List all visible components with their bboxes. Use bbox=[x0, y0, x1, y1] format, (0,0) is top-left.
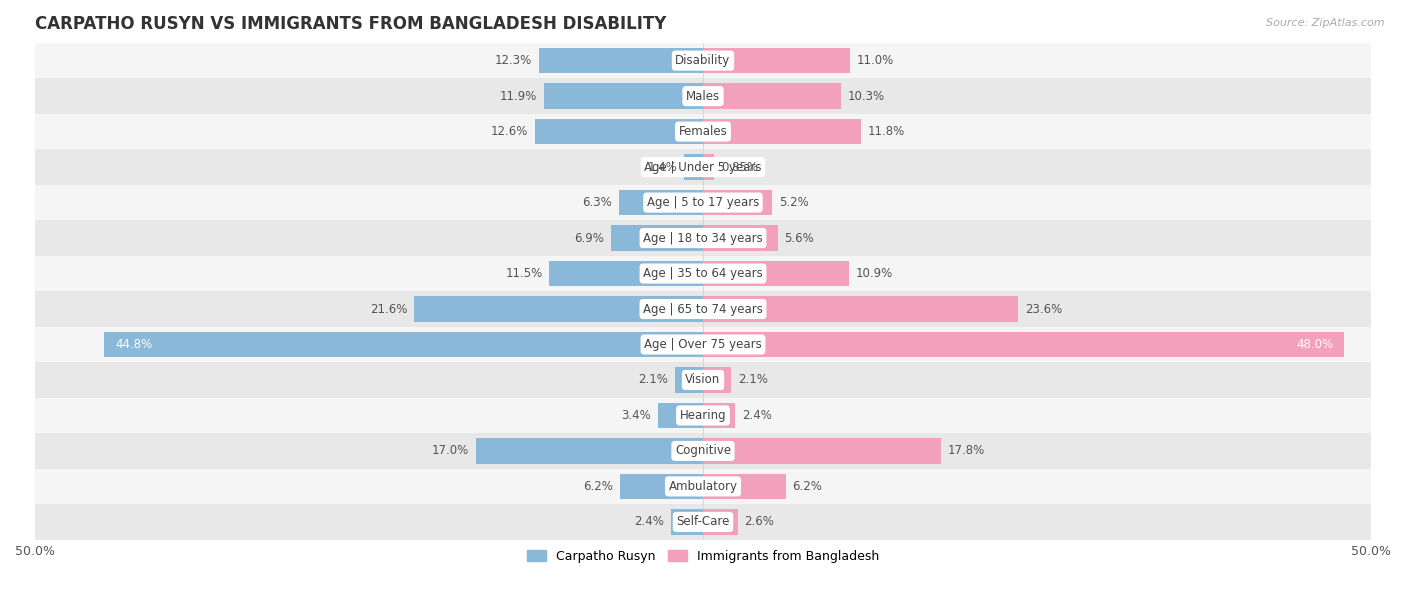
Bar bbox=[35, 398, 1371, 433]
Bar bbox=[703, 509, 738, 535]
Bar bbox=[35, 327, 1371, 362]
Bar bbox=[35, 43, 1371, 78]
Text: 11.5%: 11.5% bbox=[505, 267, 543, 280]
Bar bbox=[610, 225, 703, 251]
Bar bbox=[475, 438, 703, 464]
Text: 6.3%: 6.3% bbox=[582, 196, 612, 209]
Text: 21.6%: 21.6% bbox=[370, 302, 408, 316]
Text: 11.8%: 11.8% bbox=[868, 125, 904, 138]
Text: Females: Females bbox=[679, 125, 727, 138]
Text: 17.8%: 17.8% bbox=[948, 444, 984, 457]
Text: Age | 65 to 74 years: Age | 65 to 74 years bbox=[643, 302, 763, 316]
Bar bbox=[671, 509, 703, 535]
Text: Self-Care: Self-Care bbox=[676, 515, 730, 528]
Bar bbox=[703, 119, 860, 144]
Bar bbox=[703, 83, 841, 109]
Text: Age | 5 to 17 years: Age | 5 to 17 years bbox=[647, 196, 759, 209]
Text: 2.4%: 2.4% bbox=[634, 515, 664, 528]
Bar bbox=[534, 119, 703, 144]
Text: Vision: Vision bbox=[685, 373, 721, 387]
Text: Source: ZipAtlas.com: Source: ZipAtlas.com bbox=[1267, 18, 1385, 28]
Bar bbox=[703, 225, 778, 251]
Text: 6.9%: 6.9% bbox=[574, 231, 605, 245]
Bar bbox=[35, 362, 1371, 398]
Text: Age | Over 75 years: Age | Over 75 years bbox=[644, 338, 762, 351]
Text: Hearing: Hearing bbox=[679, 409, 727, 422]
Text: 6.2%: 6.2% bbox=[583, 480, 613, 493]
Bar bbox=[544, 83, 703, 109]
Bar bbox=[703, 438, 941, 464]
Text: 10.9%: 10.9% bbox=[855, 267, 893, 280]
Bar bbox=[35, 185, 1371, 220]
Text: 2.6%: 2.6% bbox=[744, 515, 775, 528]
Bar bbox=[35, 149, 1371, 185]
Bar bbox=[703, 190, 772, 215]
Bar bbox=[703, 48, 851, 73]
Text: CARPATHO RUSYN VS IMMIGRANTS FROM BANGLADESH DISABILITY: CARPATHO RUSYN VS IMMIGRANTS FROM BANGLA… bbox=[35, 15, 666, 33]
Text: 11.9%: 11.9% bbox=[501, 89, 537, 103]
Bar bbox=[415, 296, 703, 322]
Text: 0.85%: 0.85% bbox=[721, 160, 758, 174]
Text: Age | Under 5 years: Age | Under 5 years bbox=[644, 160, 762, 174]
Bar bbox=[703, 367, 731, 393]
Bar bbox=[35, 504, 1371, 540]
Bar bbox=[703, 474, 786, 499]
Text: 2.4%: 2.4% bbox=[742, 409, 772, 422]
Bar bbox=[538, 48, 703, 73]
Bar bbox=[35, 256, 1371, 291]
Text: 12.3%: 12.3% bbox=[495, 54, 531, 67]
Bar bbox=[35, 220, 1371, 256]
Text: 48.0%: 48.0% bbox=[1296, 338, 1334, 351]
Text: 6.2%: 6.2% bbox=[793, 480, 823, 493]
Bar bbox=[658, 403, 703, 428]
Bar bbox=[35, 469, 1371, 504]
Text: 10.3%: 10.3% bbox=[848, 89, 884, 103]
Text: 2.1%: 2.1% bbox=[638, 373, 668, 387]
Text: Disability: Disability bbox=[675, 54, 731, 67]
Bar bbox=[104, 332, 703, 357]
Bar bbox=[35, 433, 1371, 469]
Text: 5.6%: 5.6% bbox=[785, 231, 814, 245]
Bar bbox=[550, 261, 703, 286]
Bar bbox=[619, 190, 703, 215]
Text: 17.0%: 17.0% bbox=[432, 444, 470, 457]
Text: Age | 35 to 64 years: Age | 35 to 64 years bbox=[643, 267, 763, 280]
Text: 12.6%: 12.6% bbox=[491, 125, 529, 138]
Bar bbox=[703, 296, 1018, 322]
Text: 23.6%: 23.6% bbox=[1025, 302, 1062, 316]
Bar bbox=[620, 474, 703, 499]
Text: Age | 18 to 34 years: Age | 18 to 34 years bbox=[643, 231, 763, 245]
Text: 44.8%: 44.8% bbox=[115, 338, 152, 351]
Text: Males: Males bbox=[686, 89, 720, 103]
Legend: Carpatho Rusyn, Immigrants from Bangladesh: Carpatho Rusyn, Immigrants from Banglade… bbox=[522, 545, 884, 568]
Bar bbox=[703, 403, 735, 428]
Bar bbox=[35, 78, 1371, 114]
Bar bbox=[685, 154, 703, 180]
Text: 3.4%: 3.4% bbox=[621, 409, 651, 422]
Bar bbox=[703, 332, 1344, 357]
Text: 5.2%: 5.2% bbox=[779, 196, 808, 209]
Bar bbox=[703, 154, 714, 180]
Text: Ambulatory: Ambulatory bbox=[668, 480, 738, 493]
Bar bbox=[35, 291, 1371, 327]
Text: 2.1%: 2.1% bbox=[738, 373, 768, 387]
Text: 1.4%: 1.4% bbox=[648, 160, 678, 174]
Bar bbox=[703, 261, 849, 286]
Bar bbox=[675, 367, 703, 393]
Text: 11.0%: 11.0% bbox=[856, 54, 894, 67]
Bar bbox=[35, 114, 1371, 149]
Text: Cognitive: Cognitive bbox=[675, 444, 731, 457]
